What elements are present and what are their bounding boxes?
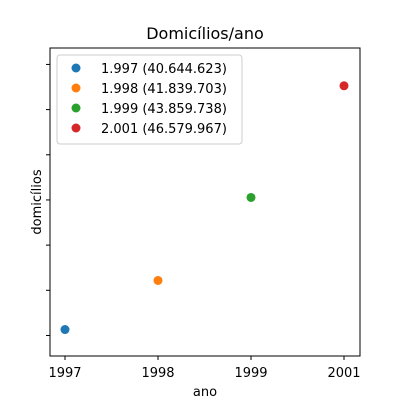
y-axis-label: domicílios — [30, 169, 45, 234]
legend-marker — [71, 63, 81, 73]
plot-area — [49, 47, 361, 357]
legend-label: 1.998 (41.839.703) — [101, 82, 227, 97]
x-tick-label: 1999 — [234, 366, 267, 381]
y-axis — [46, 63, 50, 336]
legend-label: 1.997 (40.644.623) — [101, 62, 227, 77]
legend-label: 1.999 (43.859.738) — [101, 102, 227, 117]
x-axis: 1997 1998 1999 2001 — [48, 356, 361, 381]
data-point — [60, 325, 70, 335]
data-points — [60, 81, 349, 335]
x-axis-label: ano — [193, 385, 217, 400]
legend-marker — [71, 103, 81, 113]
legend-marker — [71, 123, 81, 133]
data-point — [153, 275, 163, 285]
legend-label: 2.001 (46.579.967) — [101, 122, 227, 137]
chart-title: Domicílios/ano — [146, 24, 264, 43]
x-tick-label: 2001 — [327, 366, 360, 381]
legend: 1.997 (40.644.623) 1.998 (41.839.703) 1.99… — [56, 54, 243, 145]
data-point — [246, 192, 256, 202]
legend-box — [56, 54, 243, 145]
x-tick-label: 1997 — [48, 366, 81, 381]
data-point — [339, 81, 349, 91]
legend-marker — [71, 83, 81, 93]
x-tick-label: 1998 — [141, 366, 174, 381]
